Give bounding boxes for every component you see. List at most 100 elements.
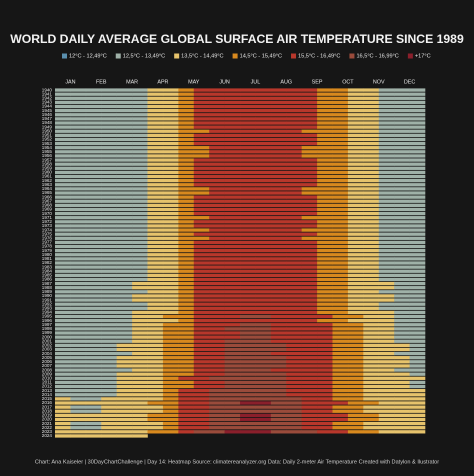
heat-cell xyxy=(70,360,87,364)
heat-cell xyxy=(255,380,272,385)
heat-cell xyxy=(70,191,87,195)
heat-cell xyxy=(394,183,410,187)
heat-cell xyxy=(147,129,164,133)
x-tick-label: NOV xyxy=(373,79,385,85)
heat-cell xyxy=(147,426,164,430)
heat-cell xyxy=(317,364,333,368)
heat-cell xyxy=(347,430,364,434)
heat-cell xyxy=(70,413,87,418)
heat-cell xyxy=(240,343,256,348)
heat-cell xyxy=(409,133,426,138)
heat-cell xyxy=(286,88,302,92)
heat-cell xyxy=(85,434,102,438)
heat-cell xyxy=(209,121,225,125)
heat-cell xyxy=(101,257,117,261)
heat-cell xyxy=(255,405,272,409)
heat-cell xyxy=(132,162,148,166)
heat-cell xyxy=(101,154,117,158)
heat-cell xyxy=(286,384,302,389)
heat-cell xyxy=(286,273,302,278)
heat-cell xyxy=(224,207,241,212)
heat-cell xyxy=(301,417,318,422)
heat-cell xyxy=(55,141,71,146)
heat-cell xyxy=(101,141,117,146)
heat-cell xyxy=(240,417,256,422)
heat-cell xyxy=(162,248,179,253)
heat-cell xyxy=(286,253,302,257)
heat-cell xyxy=(224,413,241,418)
heat-cell xyxy=(70,100,87,105)
heat-cell xyxy=(70,376,87,380)
heat-cell xyxy=(317,290,333,294)
heat-cell xyxy=(101,409,117,413)
heat-cell xyxy=(85,199,102,203)
heat-cell xyxy=(224,290,241,294)
heat-cell xyxy=(209,281,225,286)
heat-cell xyxy=(224,108,241,113)
heat-cell xyxy=(363,281,380,286)
heat-cell xyxy=(70,286,87,290)
heat-cell xyxy=(70,347,87,352)
heat-cell xyxy=(255,356,272,360)
heat-cell xyxy=(301,121,318,125)
heat-cell xyxy=(209,372,225,376)
heat-cell xyxy=(193,281,210,286)
heat-cell xyxy=(255,191,272,195)
heat-cell xyxy=(85,96,102,100)
heat-cell xyxy=(116,158,133,162)
heat-cell xyxy=(317,347,333,352)
heat-cell xyxy=(193,265,210,269)
heat-cell xyxy=(224,236,241,240)
y-tick-label: 1972 xyxy=(42,219,53,224)
heat-cell xyxy=(378,117,395,121)
heat-cell xyxy=(101,388,117,393)
heat-cell xyxy=(394,318,410,323)
heat-cell xyxy=(116,183,133,187)
heat-cell xyxy=(70,244,87,249)
heat-cell xyxy=(132,417,148,422)
heat-cell xyxy=(178,277,195,282)
heat-cell xyxy=(409,372,426,376)
y-tick-label: 1965 xyxy=(42,190,53,195)
x-tick-label: JUL xyxy=(251,79,261,85)
heat-cell xyxy=(162,170,179,175)
heat-cell xyxy=(55,240,71,245)
heat-cell xyxy=(270,133,287,138)
heat-cell xyxy=(132,166,148,170)
heat-cell xyxy=(116,265,133,269)
heat-cell xyxy=(193,211,210,216)
heat-cell xyxy=(178,314,195,319)
heat-cell xyxy=(347,281,364,286)
heat-cell xyxy=(347,113,364,117)
heat-cell xyxy=(101,158,117,162)
heat-cell xyxy=(332,88,349,92)
heat-cell xyxy=(70,269,87,273)
heat-cell xyxy=(55,401,71,405)
heat-cell xyxy=(255,298,272,302)
heat-cell xyxy=(363,405,380,409)
heat-cell xyxy=(85,261,102,265)
heat-cell xyxy=(101,146,117,150)
heat-cell xyxy=(270,413,287,418)
heat-cell xyxy=(394,174,410,179)
heat-cell xyxy=(162,356,179,360)
heat-cell xyxy=(240,183,256,187)
heat-cell xyxy=(240,96,256,100)
heat-cell xyxy=(193,343,210,348)
heat-cell xyxy=(332,183,349,187)
heat-cell xyxy=(147,323,164,327)
heat-cell xyxy=(178,170,195,175)
heat-cell xyxy=(270,113,287,117)
heat-cell xyxy=(101,150,117,154)
heat-cell xyxy=(193,253,210,257)
heat-cell xyxy=(101,191,117,195)
heat-cell xyxy=(409,117,426,121)
heat-cell xyxy=(55,335,71,339)
heat-cell xyxy=(193,178,210,183)
heat-cell xyxy=(347,294,364,298)
heat-cell xyxy=(378,397,395,401)
heat-cell xyxy=(101,174,117,179)
heat-cell xyxy=(255,343,272,348)
heat-cell xyxy=(55,413,71,418)
heat-cell xyxy=(85,281,102,286)
